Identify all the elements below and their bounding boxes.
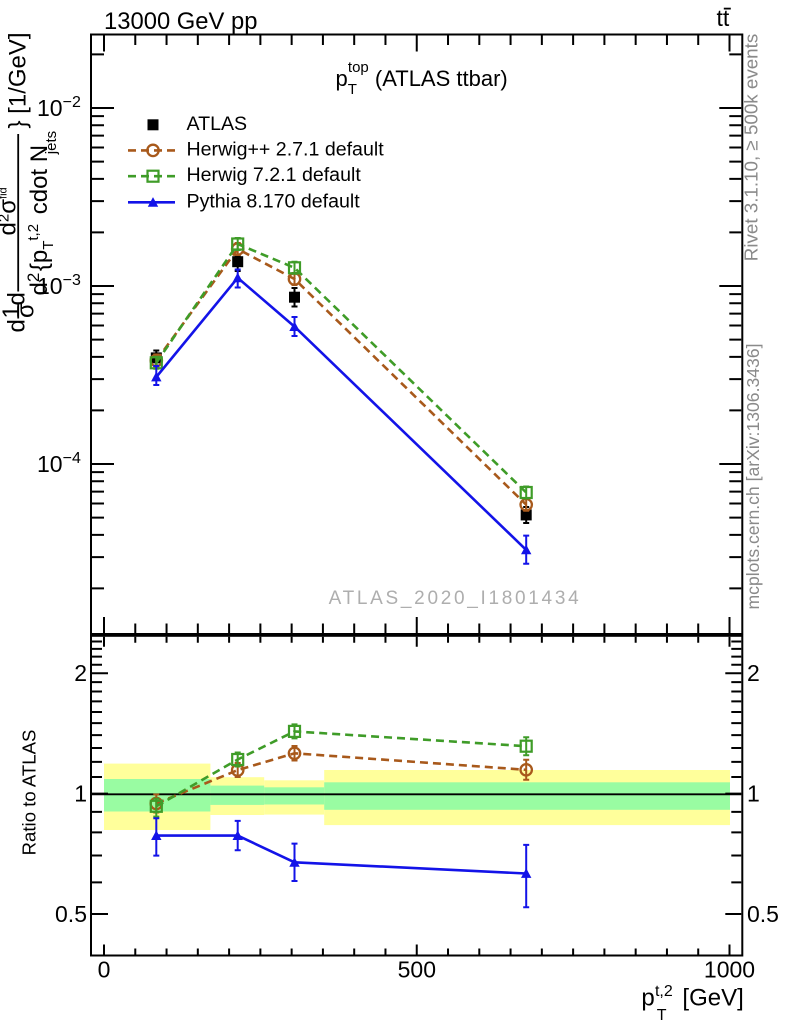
svg-text:2: 2 — [74, 660, 87, 686]
svg-text:Herwig++ 2.7.1 default: Herwig++ 2.7.1 default — [187, 138, 385, 160]
svg-text:d: d — [4, 292, 31, 305]
svg-text:d2σfid: d2σfid — [0, 187, 22, 235]
svg-text:2: 2 — [747, 660, 760, 686]
svg-text:mcplots.cern.ch [arXiv:1306.34: mcplots.cern.ch [arXiv:1306.3436] — [743, 343, 763, 609]
svg-text:ATLAS_2020_I1801434: ATLAS_2020_I1801434 — [329, 588, 582, 609]
svg-text:ATLAS: ATLAS — [187, 113, 248, 135]
svg-text:tt: tt — [717, 5, 730, 31]
svg-text:1: 1 — [747, 781, 760, 807]
svg-text:Rivet 3.1.10, ≥ 500k events: Rivet 3.1.10, ≥ 500k events — [741, 34, 762, 261]
svg-text:13000 GeV pp: 13000 GeV pp — [104, 8, 257, 35]
svg-text:σ: σ — [13, 303, 40, 318]
svg-text:0: 0 — [98, 957, 111, 983]
svg-text:1000: 1000 — [704, 957, 755, 983]
svg-text:0.5: 0.5 — [747, 901, 779, 927]
svg-text:d: d — [4, 319, 31, 332]
svg-text:Pythia 8.170 default: Pythia 8.170 default — [187, 190, 361, 212]
svg-text:0.5: 0.5 — [55, 901, 87, 927]
svg-text:1: 1 — [74, 781, 87, 807]
svg-text:10−4: 10−4 — [37, 450, 81, 477]
svg-text:Ratio to ATLAS: Ratio to ATLAS — [19, 730, 40, 856]
svg-text:} [1/GeV]: } [1/GeV] — [5, 32, 32, 128]
svg-text:Herwig 7.2.1 default: Herwig 7.2.1 default — [187, 164, 362, 186]
svg-text:500: 500 — [398, 957, 436, 983]
